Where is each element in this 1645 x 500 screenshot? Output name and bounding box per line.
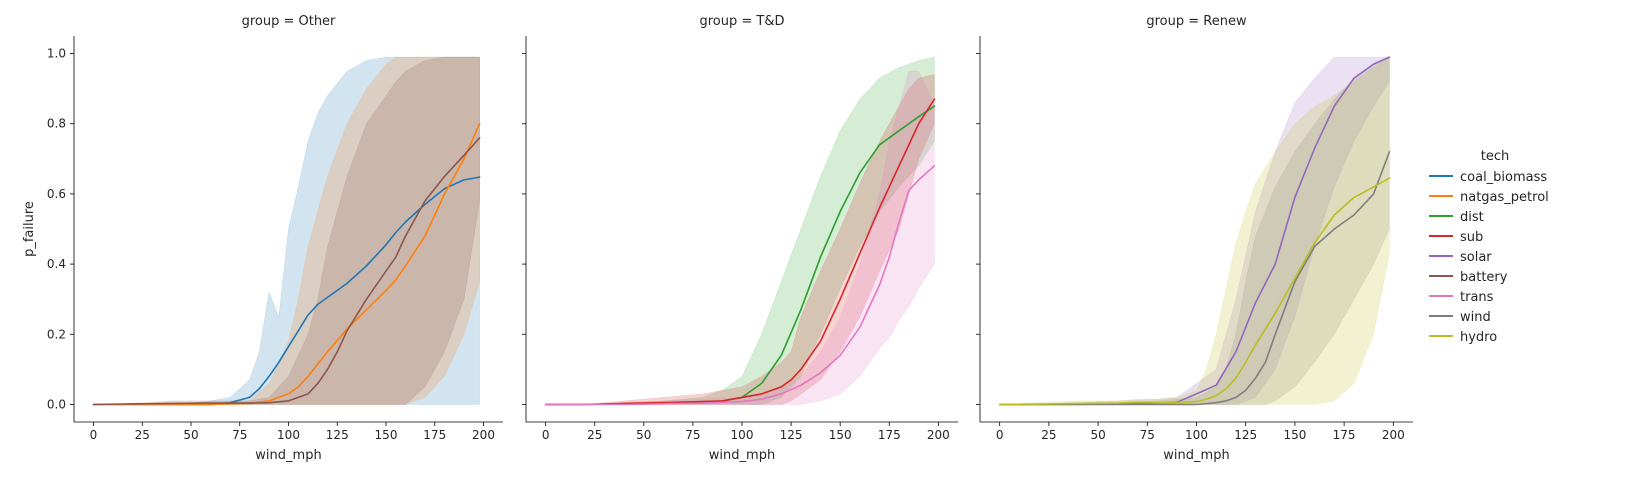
legend-label-battery: battery (1460, 270, 1508, 285)
y-tick-label: 0.2 (47, 327, 66, 341)
x-tick-label: 0 (996, 428, 1004, 442)
legend-title: tech (1481, 149, 1509, 164)
legend-item-sub: sub (1429, 230, 1483, 245)
ci-band-natgas_petrol (93, 56, 480, 405)
legend-item-battery: battery (1429, 270, 1508, 285)
x-tick-label: 25 (1041, 428, 1056, 442)
legend-label-hydro: hydro (1460, 330, 1497, 345)
x-axis-label: wind_mph (255, 448, 321, 463)
x-tick-label: 125 (326, 428, 349, 442)
legend-item-coal_biomass: coal_biomass (1429, 170, 1547, 185)
legend-item-wind: wind (1429, 310, 1491, 325)
legend-label-trans: trans (1460, 290, 1494, 305)
x-tick-label: 150 (829, 428, 852, 442)
facet-panel-2: 0 25 50 75 100 125 150 175 200 group = T&D wind_mp… (522, 14, 958, 463)
x-tick-label: 0 (542, 428, 550, 442)
x-tick-label: 0 (90, 428, 98, 442)
x-tick-label: 100 (731, 428, 754, 442)
y-tick-label: 0.4 (47, 257, 66, 271)
x-tick-label: 25 (587, 428, 602, 442)
x-tick-label: 200 (927, 428, 950, 442)
legend-item-trans: trans (1429, 290, 1494, 305)
legend-label-sub: sub (1460, 230, 1483, 245)
x-tick-label: 75 (685, 428, 700, 442)
panel-title: group = Other (242, 14, 336, 29)
x-tick-label: 75 (1140, 428, 1155, 442)
x-tick-label: 150 (375, 428, 398, 442)
x-tick-label: 75 (232, 428, 247, 442)
ci-band-battery (93, 56, 480, 405)
facet-panel-3: 0 25 50 75 100 125 150 175 200 group = Renew wind_… (976, 14, 1413, 463)
series-line-natgas_petrol (92, 122, 481, 406)
y-tick-label: 0.0 (47, 397, 66, 411)
y-tick-label: 1.0 (47, 47, 66, 61)
legend-item-hydro: hydro (1429, 330, 1497, 345)
legend-item-dist: dist (1429, 210, 1484, 225)
chart-panels: 0 25 50 75 100 125 150 175 200 0.0 0.2 0.4 0.6 0.8 1.0… (22, 14, 1413, 463)
legend-label-coal_biomass: coal_biomass (1460, 170, 1547, 185)
x-tick-label: 175 (878, 428, 901, 442)
x-axis-label: wind_mph (709, 448, 775, 463)
x-tick-label: 50 (1090, 428, 1105, 442)
x-tick-label: 200 (1382, 428, 1405, 442)
x-tick-label: 200 (472, 428, 495, 442)
y-tick-label: 0.6 (47, 187, 66, 201)
y-tick-label: 0.8 (47, 117, 66, 131)
x-tick-label: 175 (423, 428, 446, 442)
series-line-hydro (998, 177, 1391, 406)
series-line-battery (92, 137, 481, 406)
x-tick-label: 100 (1185, 428, 1208, 442)
panel-title: group = T&D (699, 14, 784, 29)
x-tick-label: 150 (1283, 428, 1306, 442)
x-axis-label: wind_mph (1163, 448, 1229, 463)
series-line-trans (544, 165, 936, 406)
y-axis-label: p_failure (22, 201, 37, 257)
x-tick-label: 50 (636, 428, 651, 442)
x-tick-label: 50 (183, 428, 198, 442)
ci-band-hydro (999, 56, 1390, 405)
series-line-sub (544, 98, 936, 406)
x-tick-label: 125 (1234, 428, 1257, 442)
legend-label-dist: dist (1460, 210, 1484, 225)
legend-item-natgas_petrol: natgas_petrol (1429, 190, 1549, 205)
legend-label-wind: wind (1460, 310, 1491, 325)
x-tick-label: 125 (780, 428, 803, 442)
legend-item-solar: solar (1429, 250, 1492, 265)
series-line-wind (998, 151, 1391, 406)
ci-band-coal_biomass (93, 56, 480, 405)
x-tick-label: 25 (135, 428, 150, 442)
legend-label-natgas_petrol: natgas_petrol (1460, 190, 1549, 205)
panel-title: group = Renew (1146, 14, 1247, 29)
facet-panel-1: 0 25 50 75 100 125 150 175 200 0.0 0.2 0.4 0.6 0.8 1.0… (22, 14, 503, 463)
x-tick-label: 100 (277, 428, 300, 442)
legend-label-solar: solar (1460, 250, 1492, 265)
x-tick-label: 175 (1333, 428, 1356, 442)
